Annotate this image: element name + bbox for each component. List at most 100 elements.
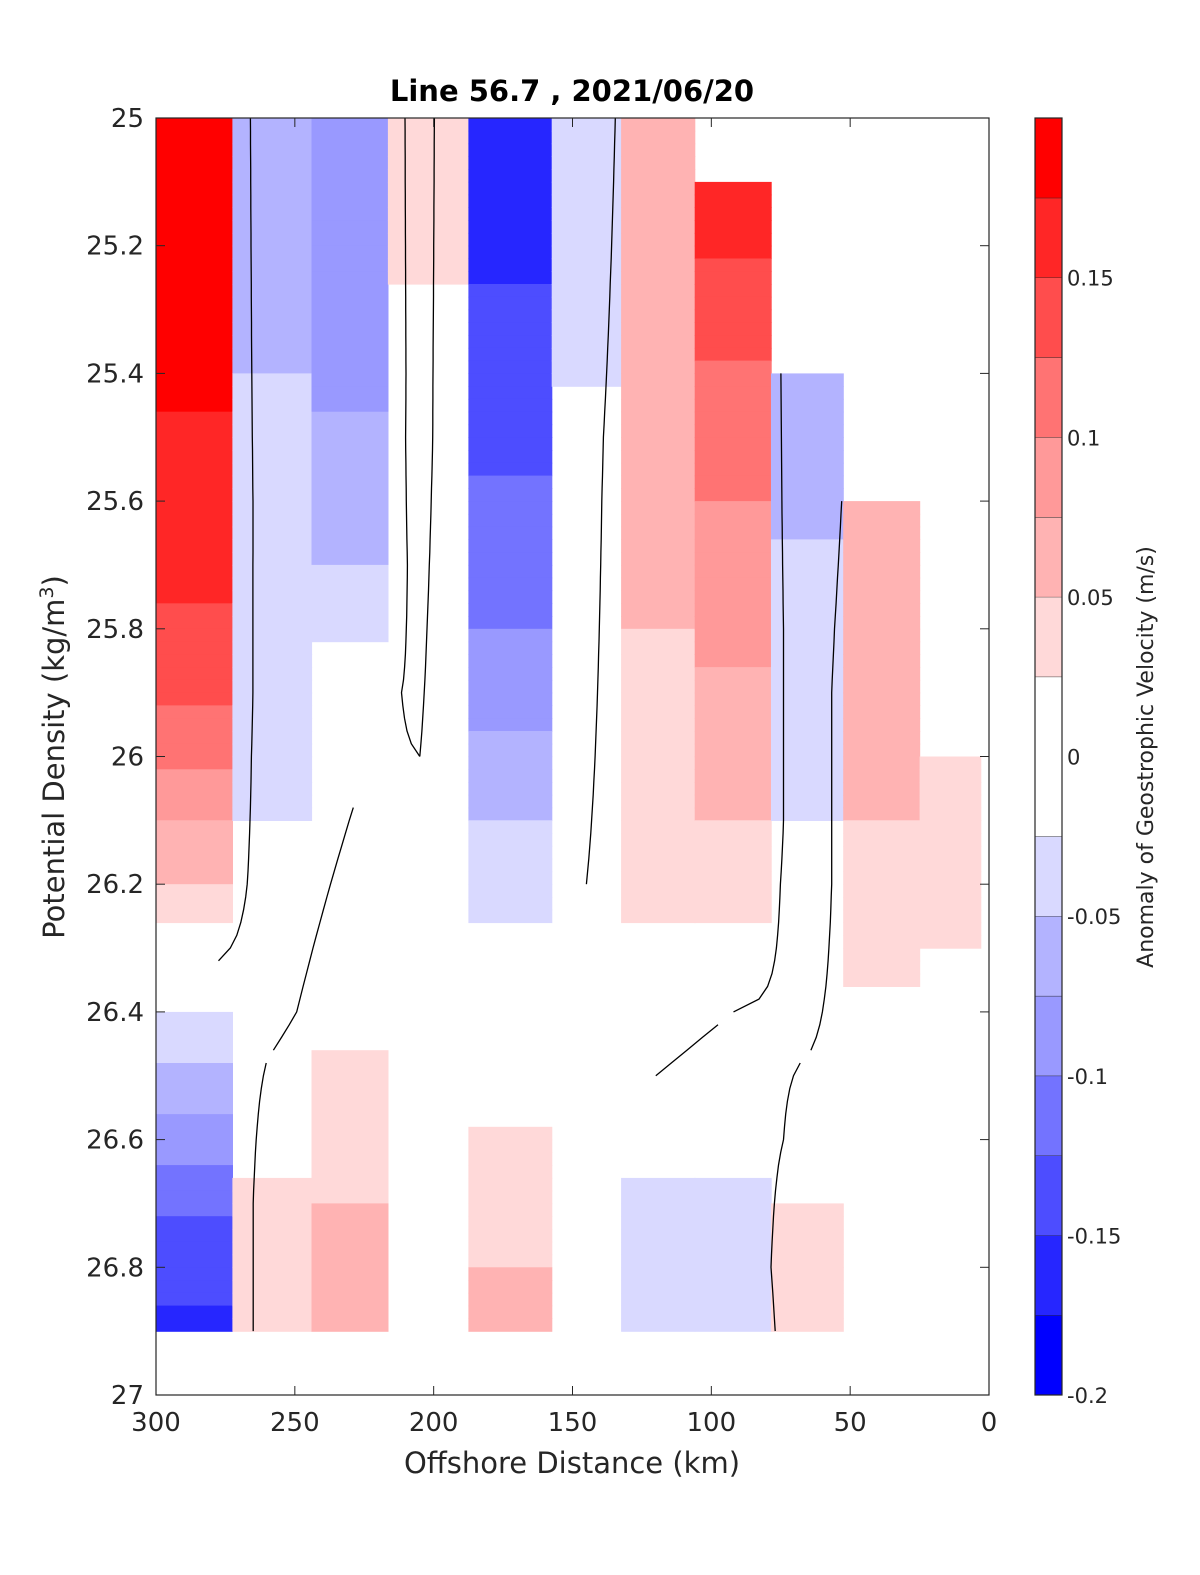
velocity-cell	[621, 590, 696, 604]
velocity-cell	[468, 411, 553, 426]
velocity-cell	[156, 156, 233, 170]
velocity-cell	[156, 871, 233, 885]
velocity-cell	[771, 1229, 844, 1243]
zero-contour-line	[400, 118, 421, 757]
velocity-cell	[468, 398, 553, 413]
velocity-cell	[468, 552, 553, 566]
velocity-cell	[919, 782, 982, 796]
velocity-cell	[919, 871, 982, 885]
colorbar-tick-label: 0.1	[1067, 426, 1100, 450]
velocity-cell	[771, 450, 844, 464]
velocity-cell	[694, 296, 772, 311]
velocity-fill-layer	[156, 118, 982, 1332]
velocity-cell	[156, 884, 233, 898]
colorbar-tick-label: 0.05	[1067, 586, 1114, 610]
velocity-cell	[621, 667, 696, 681]
velocity-cell	[621, 718, 696, 732]
velocity-cell	[311, 373, 389, 387]
velocity-cell	[468, 1292, 553, 1307]
velocity-cell	[156, 347, 233, 362]
velocity-cell	[156, 1011, 233, 1026]
velocity-cell	[843, 641, 921, 655]
velocity-cell	[311, 398, 389, 413]
velocity-cell	[468, 539, 553, 553]
velocity-cell	[311, 1075, 389, 1090]
velocity-cell	[621, 526, 696, 540]
velocity-cell	[468, 1318, 553, 1332]
velocity-cell	[621, 692, 696, 706]
velocity-cell	[311, 386, 389, 400]
velocity-cell	[311, 207, 389, 221]
velocity-cell	[156, 501, 233, 515]
velocity-cell	[843, 909, 921, 924]
y-tick-label: 25.2	[86, 232, 144, 262]
velocity-cell	[156, 1126, 233, 1141]
velocity-cell	[694, 1203, 772, 1217]
velocity-cell	[156, 513, 233, 528]
colorbar-band	[1035, 596, 1062, 677]
velocity-cell	[468, 488, 553, 502]
velocity-cell	[694, 641, 772, 655]
velocity-cell	[771, 475, 844, 489]
velocity-cell	[621, 1229, 696, 1243]
velocity-cell	[311, 296, 389, 311]
velocity-cell	[468, 564, 553, 579]
velocity-cell	[468, 1203, 553, 1217]
velocity-cell	[311, 1152, 389, 1166]
velocity-cell	[694, 679, 772, 694]
velocity-cell	[694, 258, 772, 272]
velocity-cell	[468, 130, 553, 145]
velocity-cell	[621, 756, 696, 770]
velocity-cell	[468, 475, 553, 489]
velocity-cell	[156, 1165, 233, 1179]
colorbar-band	[1035, 1315, 1062, 1395]
velocity-cell	[551, 309, 622, 323]
velocity-cell	[468, 692, 553, 706]
velocity-cell	[156, 756, 233, 770]
velocity-cell	[232, 513, 313, 528]
y-axis-label-main: Potential Density (kg/m	[37, 599, 71, 939]
velocity-cell	[694, 513, 772, 528]
velocity-cell	[621, 731, 696, 745]
velocity-cell	[843, 833, 921, 847]
velocity-cell	[468, 386, 553, 400]
velocity-cell	[468, 271, 553, 285]
velocity-cell	[621, 603, 696, 617]
velocity-cell	[311, 501, 389, 515]
velocity-cell	[468, 628, 553, 643]
velocity-cell	[771, 654, 844, 668]
velocity-cell	[694, 194, 772, 208]
velocity-cell	[551, 143, 622, 157]
velocity-cell	[156, 692, 233, 706]
velocity-cell	[387, 194, 469, 208]
velocity-cell	[621, 897, 696, 911]
velocity-cell	[919, 794, 982, 809]
velocity-cell	[919, 935, 982, 949]
velocity-cell	[311, 1063, 389, 1077]
velocity-cell	[468, 296, 553, 311]
velocity-cell	[771, 1305, 844, 1319]
velocity-cell	[156, 245, 233, 260]
velocity-cell	[232, 296, 313, 311]
x-tick-label: 250	[270, 1408, 320, 1438]
velocity-cell	[232, 207, 313, 221]
velocity-cell	[843, 858, 921, 873]
velocity-cell	[771, 743, 844, 758]
velocity-cell	[311, 347, 389, 362]
velocity-cell	[468, 871, 553, 885]
velocity-cell	[843, 679, 921, 694]
velocity-cell	[551, 130, 622, 145]
colorbar-band	[1035, 1235, 1062, 1316]
velocity-cell	[621, 437, 696, 451]
velocity-cell	[232, 705, 313, 719]
velocity-cell	[156, 232, 233, 247]
velocity-cell	[843, 973, 921, 987]
velocity-cell	[621, 833, 696, 847]
velocity-cell	[156, 424, 233, 438]
velocity-cell	[232, 526, 313, 540]
velocity-cell	[621, 258, 696, 272]
velocity-cell	[694, 450, 772, 464]
velocity-cell	[694, 462, 772, 477]
velocity-cell	[468, 1229, 553, 1243]
velocity-cell	[621, 654, 696, 668]
